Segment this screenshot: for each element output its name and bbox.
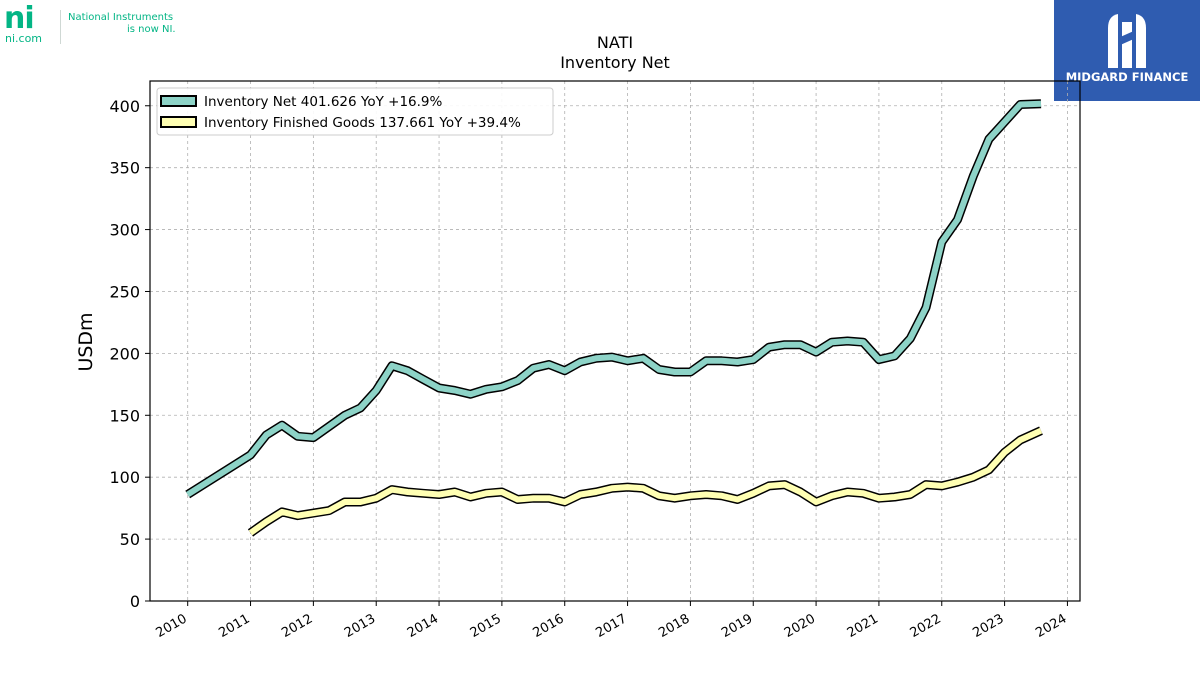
y-tick-label: 250 (109, 282, 140, 301)
series-layer (185, 99, 1043, 537)
ni-logo-line1: National Instruments (68, 12, 174, 23)
x-tick-label: 2019 (719, 611, 755, 641)
y-axis-label: USDm (75, 312, 97, 371)
y-tick-label: 50 (120, 530, 140, 549)
y-tick-label: 100 (109, 468, 140, 487)
legend-box (156, 87, 554, 136)
x-tick-label: 2015 (468, 611, 504, 641)
y-tick-label: 150 (109, 406, 140, 425)
x-tick-label: 2020 (782, 611, 818, 641)
chart-subtitle: Inventory Net (560, 53, 670, 72)
x-tick-label: 2024 (1033, 611, 1069, 641)
x-tick-label: 2011 (216, 611, 252, 641)
legend-swatch (160, 95, 197, 107)
legend-swatch (160, 116, 197, 128)
midgard-finance-name: MIDGARD FINANCE (1065, 70, 1189, 84)
grid (150, 81, 1080, 602)
x-tick-label: 2023 (970, 611, 1006, 641)
series-line-outline (247, 426, 1043, 537)
x-tick-label: 2016 (531, 611, 567, 641)
y-tick-label: 200 (109, 344, 140, 363)
legend-label: Inventory Finished Goods 137.661 YoY +39… (204, 115, 521, 131)
midgard-finance-logo: MIDGARD FINANCE (1054, 0, 1200, 101)
legend: Inventory Net 401.626 YoY +16.9% Inventor… (156, 87, 554, 136)
ni-logo-line2: is now NI. (127, 24, 176, 35)
midgard-emblem-icon (1108, 14, 1146, 68)
y-tick-label: 300 (109, 221, 140, 240)
ni-logo-site: ni.com (5, 32, 43, 45)
x-tick-label: 2022 (908, 611, 944, 641)
x-tick-label: 2021 (845, 611, 881, 641)
x-tick-label: 2017 (593, 611, 629, 641)
ni-logo-mark: ni (4, 1, 35, 36)
x-tick-label: 2010 (154, 611, 190, 641)
plot-frame (149, 80, 1081, 602)
legend-label: Inventory Net 401.626 YoY +16.9% (204, 94, 442, 110)
ticks: 0 50 100 150 200 250 300 350 400 2010 2011 2012 2013… (109, 97, 1069, 641)
y-tick-label: 0 (130, 592, 140, 611)
ni-logo-divider (60, 10, 61, 44)
y-tick-label: 400 (109, 97, 140, 116)
x-tick-label: 2014 (405, 611, 441, 641)
series-line (186, 100, 1042, 498)
ni-logo: ni ni.com National Instruments is now NI… (4, 1, 184, 46)
chart-title: NATI (597, 33, 633, 52)
x-tick-label: 2018 (656, 611, 692, 641)
x-tick-label: 2013 (342, 611, 378, 641)
x-tick-label: 2012 (279, 611, 315, 641)
y-tick-label: 350 (109, 159, 140, 178)
